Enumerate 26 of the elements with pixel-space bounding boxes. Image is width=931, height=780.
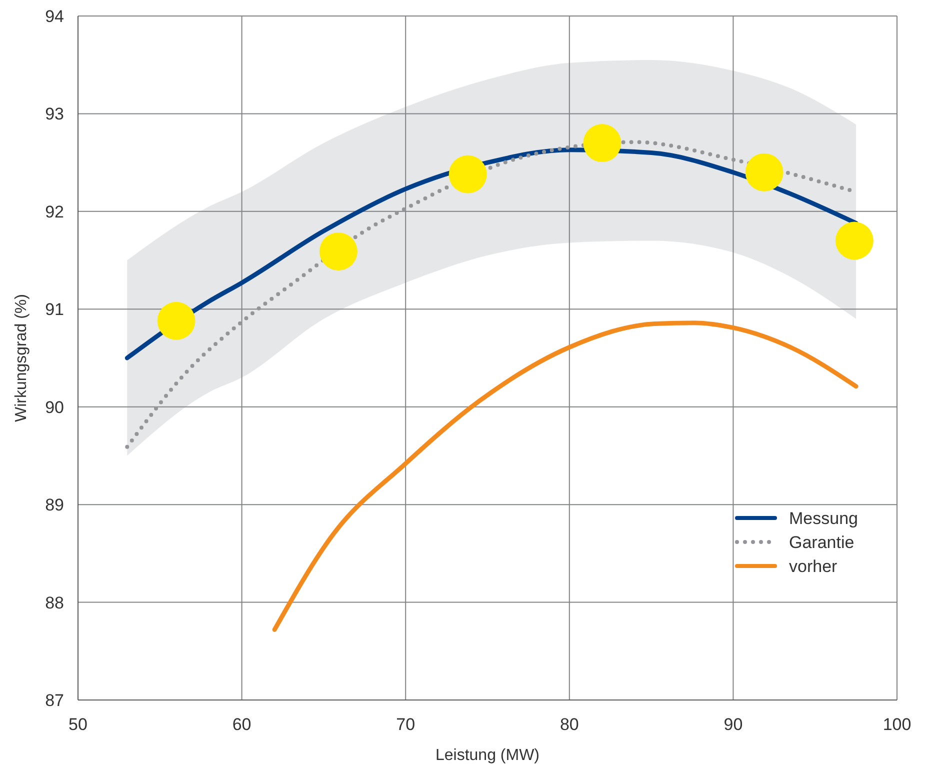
point [745,153,784,192]
point [835,222,874,260]
x-tick-label: 90 [724,715,743,734]
y-tick-label: 88 [45,593,64,612]
y-tick-label: 92 [45,202,64,222]
legend-label: Garantie [789,533,854,552]
y-tick-label: 89 [45,496,64,515]
y-tick-label: 91 [45,300,64,320]
point [583,124,622,162]
point [448,155,487,194]
x-tick-label: 70 [396,715,416,734]
legend-label: Messung [789,509,858,528]
y-tick-label: 93 [45,104,64,124]
y-tick-label: 94 [45,7,64,26]
x-axis-title: Leistung (MW) [435,747,540,764]
line-series [272,320,858,632]
x-tick-label: 60 [232,715,252,734]
x-tick-label: 50 [68,715,88,734]
y-axis-title: Wirkungsgrad (%) [13,294,30,422]
legend-label: vorher [789,557,838,576]
point [157,302,196,340]
point [319,232,358,270]
x-tick-label: 100 [882,715,912,734]
x-tick-label: 80 [560,715,579,734]
y-tick-label: 90 [45,398,64,417]
y-tick-label: 87 [45,691,64,710]
